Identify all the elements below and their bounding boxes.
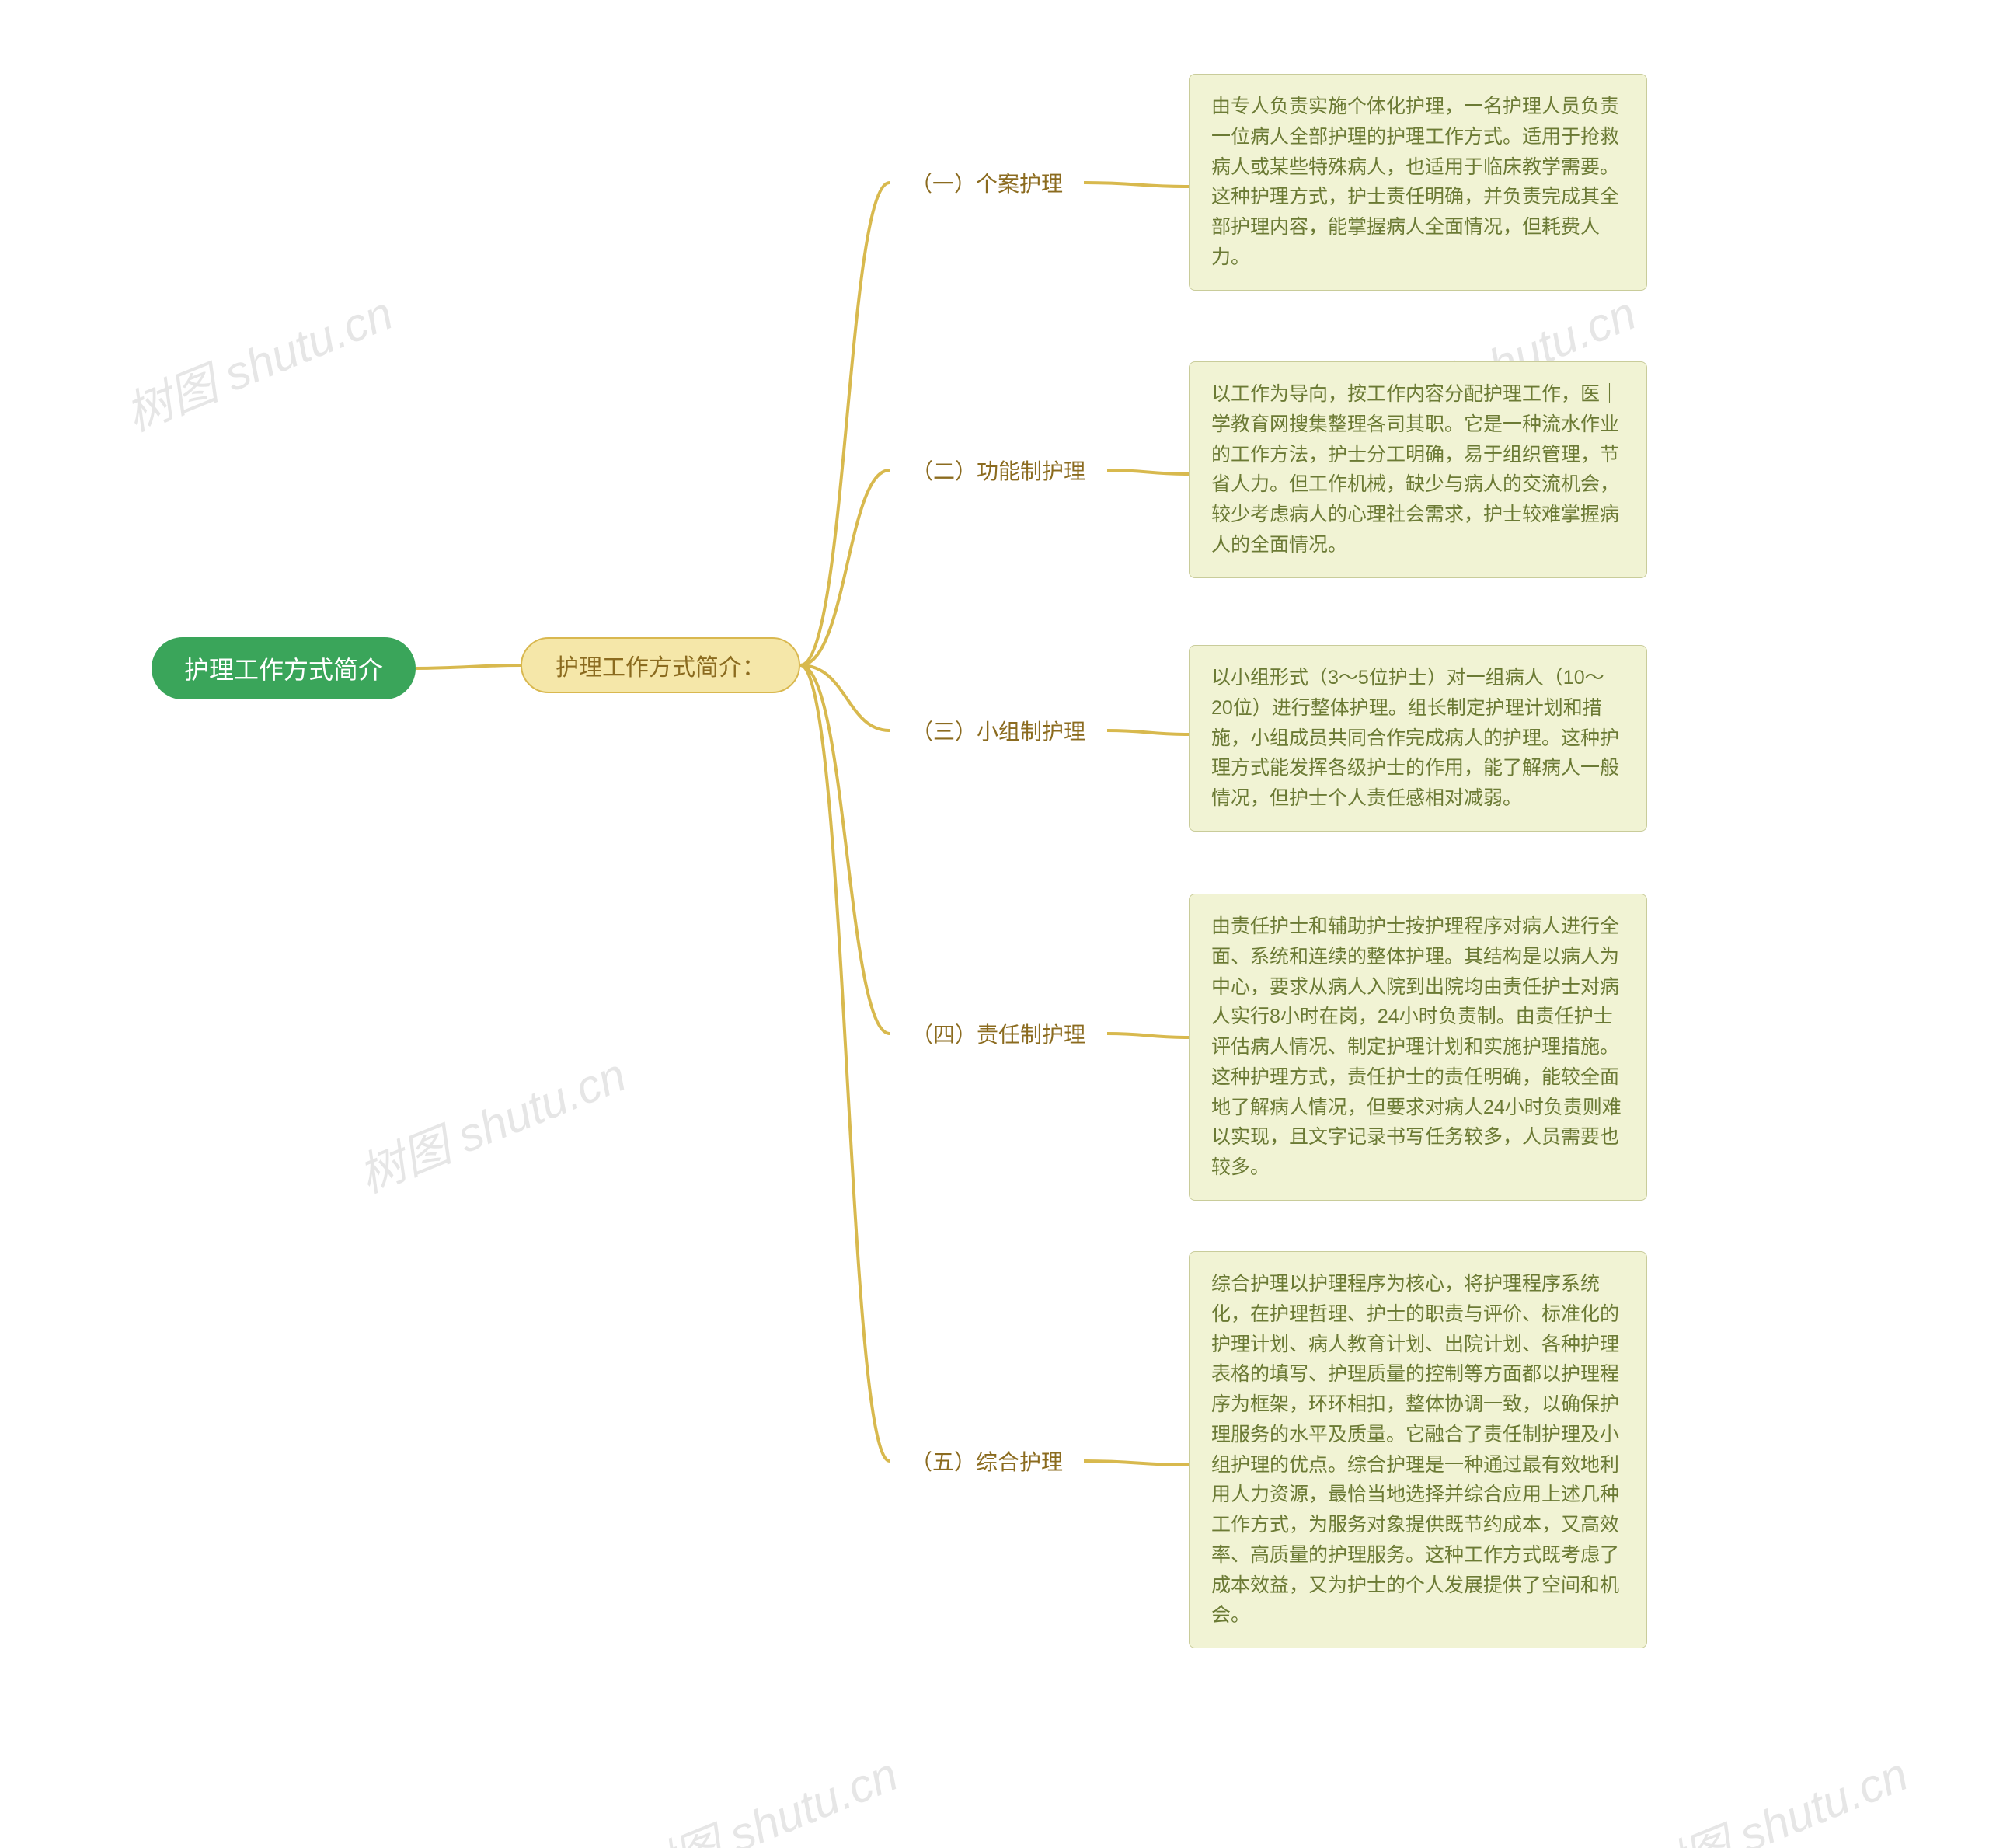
leaf-4: 由责任护士和辅助护士按护理程序对病人进行全面、系统和连续的整体护理。其结构是以病… [1189, 894, 1647, 1201]
branch-label-2: （二）功能制护理 [890, 455, 1107, 486]
watermark: 树图 shutu.cn [619, 1737, 907, 1848]
mindmap-connectors [0, 0, 1989, 1848]
leaf-4-text: 由责任护士和辅助护士按护理程序对病人进行全面、系统和连续的整体护理。其结构是以病… [1211, 915, 1622, 1178]
branch-4-text: （四）责任制护理 [911, 1018, 1085, 1049]
branch-label-5: （五）综合护理 [890, 1445, 1084, 1477]
watermark: 树图 shutu.cn [347, 1037, 635, 1206]
mindmap-level1: 护理工作方式简介： [521, 637, 800, 693]
leaf-1-text: 由专人负责实施个体化护理，一名护理人员负责一位病人全部护理的护理工作方式。适用于… [1211, 96, 1619, 268]
branch-label-3: （三）小组制护理 [890, 715, 1107, 746]
leaf-5: 综合护理以护理程序为核心，将护理程序系统化，在护理哲理、护士的职责与评价、标准化… [1189, 1251, 1647, 1648]
leaf-3: 以小组形式（3～5位护士）对一组病人（10～20位）进行整体护理。组长制定护理计… [1189, 645, 1647, 832]
level1-label: 护理工作方式简介： [556, 648, 765, 682]
mindmap-root: 护理工作方式简介 [152, 637, 416, 699]
leaf-3-text: 以小组形式（3～5位护士）对一组病人（10～20位）进行整体护理。组长制定护理计… [1211, 667, 1619, 809]
branch-label-1: （一）个案护理 [890, 167, 1084, 198]
branch-1-text: （一）个案护理 [911, 167, 1063, 198]
leaf-2-text: 以工作为导向，按工作内容分配护理工作，医｜学教育网搜集整理各司其职。它是一种流水… [1211, 383, 1619, 556]
leaf-1: 由专人负责实施个体化护理，一名护理人员负责一位病人全部护理的护理工作方式。适用于… [1189, 74, 1647, 291]
watermark: 树图 shutu.cn [114, 276, 402, 445]
branch-2-text: （二）功能制护理 [911, 455, 1085, 486]
branch-5-text: （五）综合护理 [911, 1445, 1063, 1477]
root-label: 护理工作方式简介 [184, 650, 383, 686]
branch-label-4: （四）责任制护理 [890, 1018, 1107, 1049]
watermark: 树图 shutu.cn [1629, 1737, 1917, 1848]
leaf-5-text: 综合护理以护理程序为核心，将护理程序系统化，在护理哲理、护士的职责与评价、标准化… [1211, 1273, 1619, 1626]
leaf-2: 以工作为导向，按工作内容分配护理工作，医｜学教育网搜集整理各司其职。它是一种流水… [1189, 361, 1647, 578]
branch-3-text: （三）小组制护理 [911, 715, 1085, 746]
